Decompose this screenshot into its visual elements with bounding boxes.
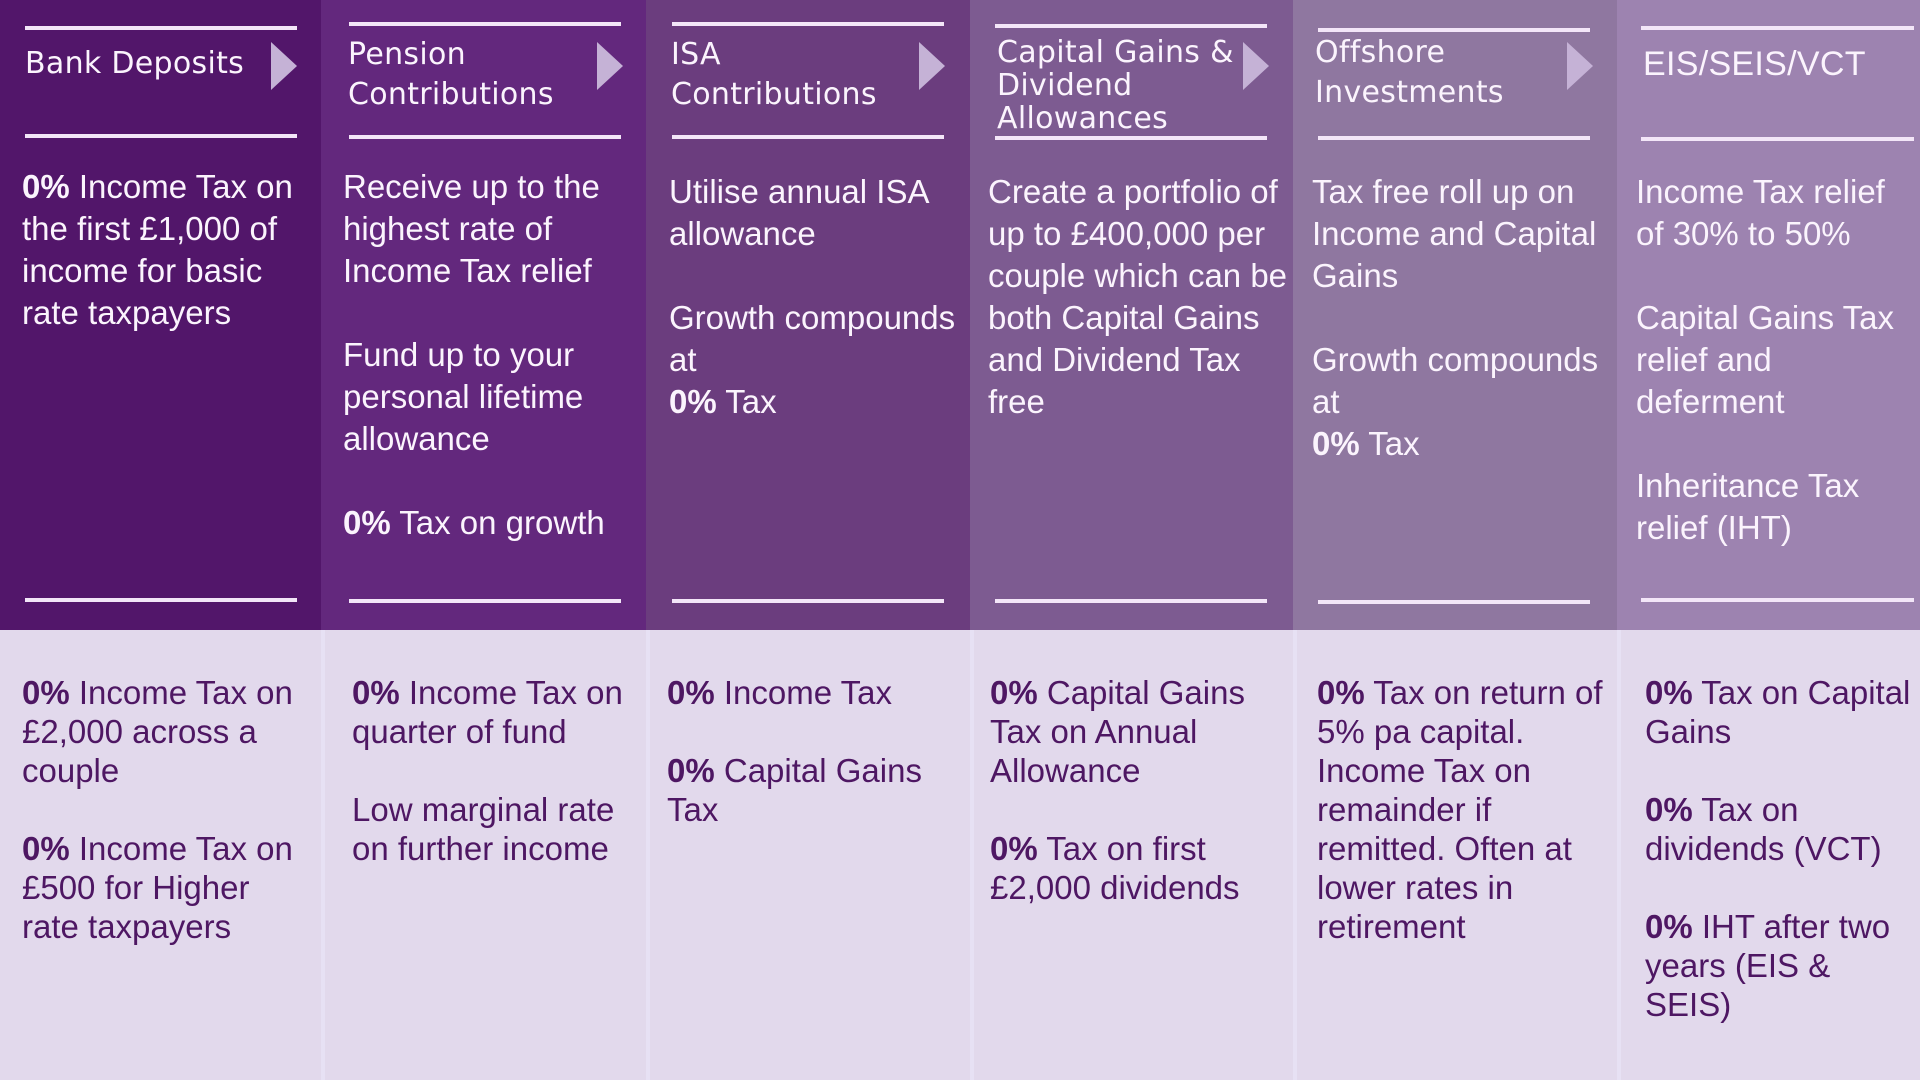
benefits-text: Income Tax relief of 30% to 50% Capital … bbox=[1636, 173, 1895, 546]
rule-top bbox=[25, 26, 297, 30]
tax-treatment-text: 0% Tax on Capital Gains 0% Tax on divide… bbox=[1645, 674, 1911, 1023]
column-header-panel: Offshore Investments Tax free roll up on… bbox=[1293, 0, 1617, 630]
tax-treatment-text: 0% Tax on return of 5% pa capital. Incom… bbox=[1317, 674, 1603, 945]
rule-bottom bbox=[1641, 598, 1914, 602]
column-title: Offshore Investments bbox=[1315, 35, 1504, 110]
column-isa-contributions: ISA Contributions Utilise annual ISA all… bbox=[646, 0, 970, 1080]
column-title: Bank Deposits bbox=[25, 46, 245, 81]
rule-mid bbox=[672, 135, 944, 139]
tax-treatment-panel: 0% Tax on Capital Gains 0% Tax on divide… bbox=[1617, 630, 1920, 1080]
column-eis-seis-vct: EIS/SEIS/VCT Income Tax relief of 30% to… bbox=[1617, 0, 1920, 1080]
benefits-text: Receive up to the highest rate of Income… bbox=[343, 168, 605, 541]
arrow-right-icon[interactable] bbox=[597, 42, 623, 90]
rate-highlight: 0% bbox=[343, 504, 391, 541]
rule-mid bbox=[995, 136, 1267, 140]
tax-treatment-panel: 0% Tax on return of 5% pa capital. Incom… bbox=[1293, 630, 1617, 1080]
column-header-panel: ISA Contributions Utilise annual ISA all… bbox=[646, 0, 970, 630]
column-title: Capital Gains & Dividend Allowances bbox=[997, 35, 1234, 136]
rule-bottom bbox=[995, 599, 1267, 603]
column-title: ISA Contributions bbox=[671, 37, 877, 112]
tax-treatment-panel: 0% Income Tax on quarter of fund Low mar… bbox=[321, 630, 646, 1080]
column-header-panel: EIS/SEIS/VCT Income Tax relief of 30% to… bbox=[1617, 0, 1920, 630]
tax-treatment-panel: 0% Income Tax 0% Capital Gains Tax bbox=[646, 630, 970, 1080]
rate-highlight: 0% bbox=[667, 752, 715, 789]
rate-highlight: 0% bbox=[22, 168, 70, 205]
column-capital-gains-dividend: Capital Gains & Dividend Allowances Crea… bbox=[970, 0, 1293, 1080]
rule-bottom bbox=[25, 598, 297, 602]
column-pension-contributions: Pension Contributions Receive up to the … bbox=[321, 0, 646, 1080]
column-title: EIS/SEIS/VCT bbox=[1643, 45, 1866, 83]
rate-highlight: 0% bbox=[1645, 908, 1693, 945]
tax-treatment-panel: 0% Income Tax on £2,000 across a couple … bbox=[0, 630, 321, 1080]
rate-highlight: 0% bbox=[669, 383, 717, 420]
tax-treatment-text: 0% Income Tax on £2,000 across a couple … bbox=[22, 674, 293, 945]
rate-highlight: 0% bbox=[1645, 791, 1693, 828]
column-header-panel: Pension Contributions Receive up to the … bbox=[321, 0, 646, 630]
rule-mid bbox=[349, 135, 621, 139]
rule-bottom bbox=[349, 599, 621, 603]
rule-top bbox=[1318, 28, 1590, 32]
column-bank-deposits: Bank Deposits 0% Income Tax on the first… bbox=[0, 0, 321, 1080]
tax-treatment-text: 0% Income Tax 0% Capital Gains Tax bbox=[667, 674, 922, 828]
column-header-panel: Capital Gains & Dividend Allowances Crea… bbox=[970, 0, 1293, 630]
rule-top bbox=[672, 22, 944, 26]
tax-treatment-text: 0% Income Tax on quarter of fund Low mar… bbox=[352, 674, 623, 867]
rate-highlight: 0% bbox=[22, 830, 70, 867]
column-title: Pension Contributions bbox=[348, 37, 554, 112]
rate-highlight: 0% bbox=[1645, 674, 1693, 711]
rule-mid bbox=[25, 134, 297, 138]
arrow-right-icon[interactable] bbox=[1243, 42, 1269, 90]
column-header-panel: Bank Deposits 0% Income Tax on the first… bbox=[0, 0, 321, 630]
arrow-right-icon[interactable] bbox=[1567, 42, 1593, 90]
rate-highlight: 0% bbox=[1312, 425, 1360, 462]
rule-bottom bbox=[672, 599, 944, 603]
rate-highlight: 0% bbox=[22, 674, 70, 711]
rule-top bbox=[995, 24, 1267, 28]
rule-mid bbox=[1318, 136, 1590, 140]
column-offshore-investments: Offshore Investments Tax free roll up on… bbox=[1293, 0, 1617, 1080]
benefits-text: Tax free roll up on Income and Capital G… bbox=[1312, 173, 1599, 462]
tax-treatment-text: 0% Capital Gains Tax on Annual Allowance… bbox=[990, 674, 1245, 906]
rule-top bbox=[349, 22, 621, 26]
benefits-text: Utilise annual ISA allowance Growth comp… bbox=[669, 173, 956, 420]
rate-highlight: 0% bbox=[352, 674, 400, 711]
benefits-text: 0% Income Tax on the first £1,000 of inc… bbox=[22, 168, 293, 331]
rate-highlight: 0% bbox=[990, 674, 1038, 711]
rule-mid bbox=[1641, 137, 1914, 141]
rate-highlight: 0% bbox=[1317, 674, 1365, 711]
rate-highlight: 0% bbox=[990, 830, 1038, 867]
tax-treatment-panel: 0% Capital Gains Tax on Annual Allowance… bbox=[970, 630, 1293, 1080]
rate-highlight: 0% bbox=[667, 674, 715, 711]
arrow-right-icon[interactable] bbox=[919, 42, 945, 90]
arrow-right-icon[interactable] bbox=[271, 42, 297, 90]
rule-top bbox=[1641, 26, 1914, 30]
rule-bottom bbox=[1318, 600, 1590, 604]
benefits-text: Create a portfolio of up to £400,000 per… bbox=[988, 173, 1288, 420]
